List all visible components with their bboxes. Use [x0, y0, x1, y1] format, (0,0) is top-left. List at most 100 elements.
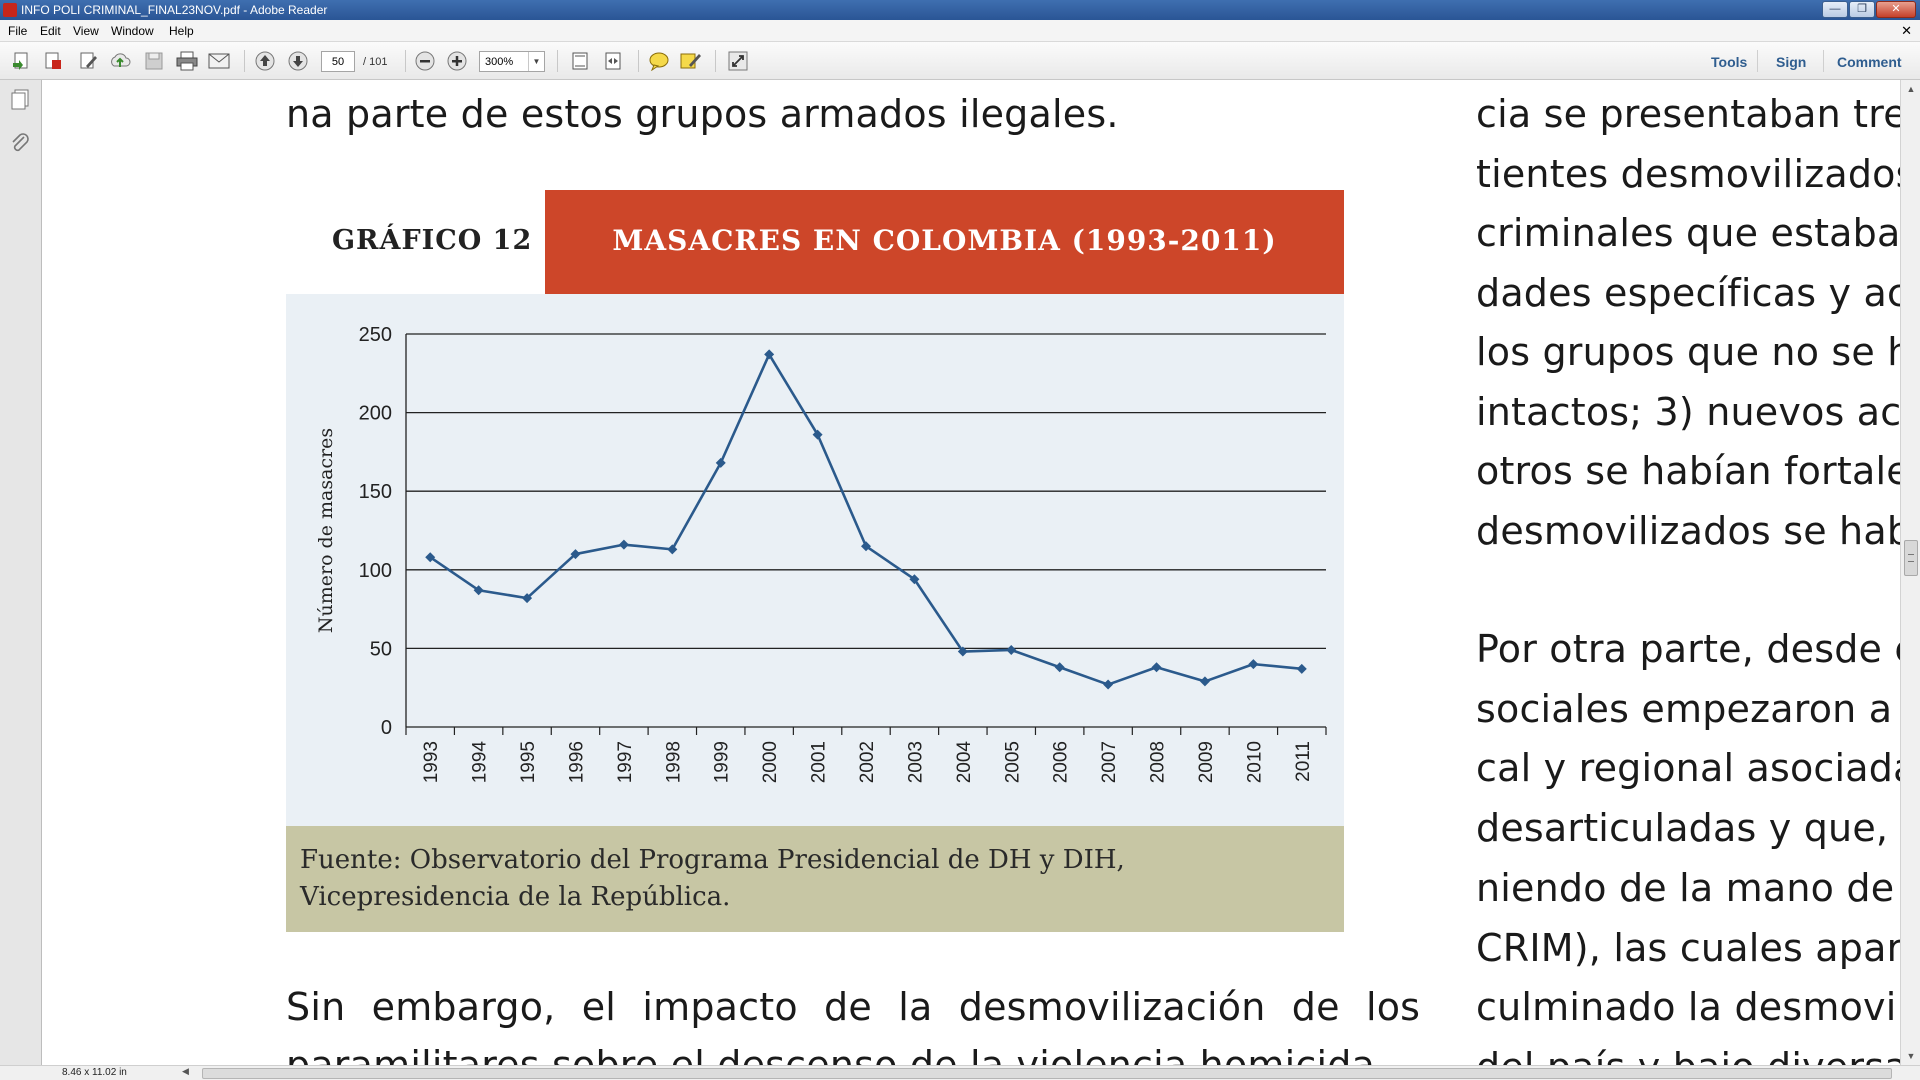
page-number-input[interactable]: [321, 51, 355, 72]
x-tick-label: 2010: [1244, 741, 1265, 783]
print-icon[interactable]: [175, 50, 199, 72]
save-icon[interactable]: [142, 50, 166, 72]
menu-help[interactable]: Help: [169, 24, 194, 38]
line-chart: 0 50 100 150 200 250 1993 1994 1995 1996 1997 1998 1…: [315, 324, 1327, 784]
data-point: [764, 349, 775, 360]
x-tick-label: 2011: [1293, 741, 1314, 782]
toolbar-separator: [244, 50, 245, 72]
data-point: [473, 585, 484, 596]
page-thumbnails-icon[interactable]: [8, 88, 32, 112]
data-point: [570, 549, 581, 560]
x-tick-label: 2003: [905, 741, 926, 783]
figure-title: MASACRES EN COLOMBIA (1993-2011): [612, 224, 1277, 257]
body-text-line: culminado la desmoviliz: [1476, 985, 1900, 1030]
y-tick-label: 100: [359, 560, 392, 582]
zoom-out-icon[interactable]: [413, 50, 437, 72]
x-tick-label: 1996: [566, 741, 587, 783]
menu-file[interactable]: File: [8, 24, 28, 38]
body-text-line: desarticuladas y que, po: [1476, 806, 1900, 851]
next-page-icon[interactable]: [286, 50, 310, 72]
x-tick-label: 2005: [1002, 741, 1023, 783]
y-tick-label: 150: [359, 481, 392, 503]
minimize-button[interactable]: —: [1822, 1, 1848, 18]
email-icon[interactable]: [207, 50, 231, 72]
tools-link[interactable]: Tools: [1711, 54, 1748, 70]
toolbar-separator: [638, 50, 639, 72]
data-point: [1199, 676, 1210, 687]
zoom-in-icon[interactable]: [445, 50, 469, 72]
x-tick-label: 1998: [663, 741, 684, 783]
chevron-down-icon[interactable]: ▼: [528, 52, 544, 71]
full-screen-icon[interactable]: [726, 50, 750, 72]
attachments-icon[interactable]: [8, 132, 32, 156]
x-tick-label: 2000: [760, 741, 781, 783]
data-point: [425, 552, 436, 563]
document-view[interactable]: na parte de estos grupos armados ilegale…: [42, 80, 1900, 1065]
x-tick-label: 1993: [421, 741, 442, 783]
x-tick-label: 2002: [857, 741, 878, 783]
comment-link[interactable]: Comment: [1837, 54, 1902, 70]
body-text-line: sociales empezaron a de: [1476, 686, 1900, 731]
body-text-line: tientes desmovilizados: [1476, 151, 1900, 196]
data-point: [667, 544, 678, 555]
page-total: / 101: [363, 56, 388, 68]
sticky-note-icon[interactable]: [647, 50, 671, 72]
body-text-line: dades específicas y ac: [1476, 270, 1900, 315]
x-tick-label: 1999: [712, 741, 733, 783]
x-tick-label: 2007: [1099, 741, 1120, 783]
body-text-line: niendo de la mano de la: [1476, 865, 1900, 910]
menu-window[interactable]: Window: [111, 24, 154, 38]
x-tick-label: 1997: [615, 741, 636, 783]
convert-pdf-icon[interactable]: [41, 50, 65, 72]
navigation-pane: [0, 80, 42, 1065]
horizontal-scroll-thumb[interactable]: [202, 1068, 1892, 1079]
scroll-thumb[interactable]: [1904, 540, 1918, 576]
close-window-button[interactable]: ✕: [1876, 1, 1916, 18]
upload-cloud-icon[interactable]: [108, 50, 132, 72]
x-tick-label: 2004: [954, 741, 975, 784]
highlight-icon[interactable]: [679, 50, 703, 72]
data-point: [1006, 644, 1017, 655]
body-text-line: desmovilizados se habí: [1476, 508, 1900, 553]
data-point: [957, 646, 968, 657]
toolbar-separator: [1823, 50, 1824, 72]
figure-source: Fuente: Observatorio del Programa Presid…: [300, 845, 1125, 912]
body-text-line: del país y bajo diversas: [1476, 1045, 1900, 1065]
vertical-scrollbar[interactable]: ▲ ▼: [1900, 80, 1920, 1065]
body-text-line: los grupos que no se h: [1476, 330, 1900, 374]
toolbar-separator: [1757, 50, 1758, 72]
body-text-line: Sin embargo, el impacto de la desmoviliz…: [286, 985, 1421, 1029]
menu-edit[interactable]: Edit: [40, 24, 61, 38]
figure-source-panel: Fuente: Observatorio del Programa Presid…: [286, 826, 1344, 932]
close-document-icon[interactable]: ✕: [1901, 23, 1912, 38]
scroll-left-icon[interactable]: ◀: [182, 1066, 189, 1076]
scroll-down-icon[interactable]: ▼: [1906, 1051, 1916, 1061]
zoom-select[interactable]: 300% ▼: [479, 51, 545, 72]
sign-link[interactable]: Sign: [1776, 54, 1807, 70]
fit-page-icon[interactable]: [568, 50, 592, 72]
window-title: INFO POLI CRIMINAL_FINAL23NOV.pdf - Adob…: [21, 3, 328, 17]
edit-icon[interactable]: [76, 50, 100, 72]
fit-width-icon[interactable]: [601, 50, 625, 72]
create-pdf-icon[interactable]: [9, 50, 33, 72]
horizontal-scrollbar[interactable]: ◀: [178, 1066, 1898, 1079]
adobe-reader-icon: [3, 3, 17, 17]
maximize-button[interactable]: ❐: [1849, 1, 1875, 18]
data-point: [618, 539, 629, 550]
window-controls: — ❐ ✕: [1821, 1, 1916, 18]
body-text-line: CRIM), las cuales apare: [1476, 925, 1900, 970]
x-tick-label: 2008: [1148, 741, 1169, 783]
series-line: [429, 353, 1302, 686]
y-tick-label: 200: [359, 403, 392, 425]
toolbar-separator: [557, 50, 558, 72]
body-text-line: Por otra parte, desde el: [1476, 627, 1900, 671]
data-point: [1054, 662, 1065, 673]
data-point: [1103, 679, 1114, 690]
body-text-line: otros se habían fortalec: [1476, 449, 1900, 493]
body-text-line: paramilitares sobre el descenso de la vi…: [286, 1043, 1376, 1065]
menu-view[interactable]: View: [73, 24, 99, 38]
body-text-line: criminales que estaban: [1476, 211, 1900, 255]
scroll-up-icon[interactable]: ▲: [1906, 84, 1916, 94]
title-bar: INFO POLI CRIMINAL_FINAL23NOV.pdf - Adob…: [0, 0, 1920, 20]
previous-page-icon[interactable]: [253, 50, 277, 72]
